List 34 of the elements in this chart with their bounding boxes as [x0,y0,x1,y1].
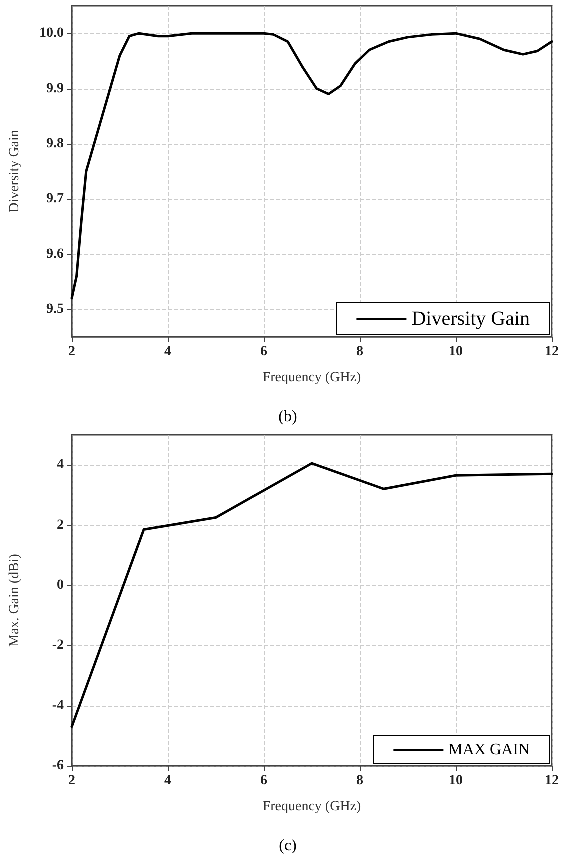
legend-label: Diversity Gain [412,308,530,330]
line-series [70,462,554,728]
x-tick-label: 2 [68,774,76,788]
x-tick-label: 8 [356,344,364,360]
line-series [70,32,554,300]
x-tick-label: 6 [260,344,268,360]
y-tick-label: 9.7 [46,192,64,207]
y-tick-label: 4 [57,458,64,473]
y-tick-label: 9.5 [46,302,64,317]
y-tick-label: 9.8 [46,136,64,152]
x-tick-label: 4 [164,344,172,360]
y-axis-title: Max. Gain (dBi) [8,554,22,647]
x-tick-label: 10 [449,344,463,360]
x-tick-label: 4 [164,774,172,788]
x-tick-label: 6 [260,774,268,788]
text: (b) [278,408,298,426]
legend-label: MAX GAIN [448,742,530,758]
x-axis-title: Frequency (GHz) [262,800,362,814]
y-tick-label: 2 [57,518,64,533]
x-tick-label: 12 [545,344,559,360]
y-tick-label: -4 [52,698,64,714]
y-tick-label: -6 [52,758,64,774]
y-tick-label: 9.6 [46,246,64,262]
text: (c) [279,838,297,854]
y-tick-label: -2 [52,638,64,654]
y-tick-label: 0 [57,578,64,593]
x-tick-label: 10 [449,774,463,788]
x-tick-label: 2 [68,344,76,360]
x-tick-label: 8 [356,774,364,788]
x-tick-label: 12 [545,774,559,788]
y-axis-title: Diversity Gain [8,130,22,213]
y-tick-label: 9.9 [46,81,64,96]
x-axis-title: Frequency (GHz) [262,370,362,386]
y-tick-label: 10.0 [40,26,64,42]
